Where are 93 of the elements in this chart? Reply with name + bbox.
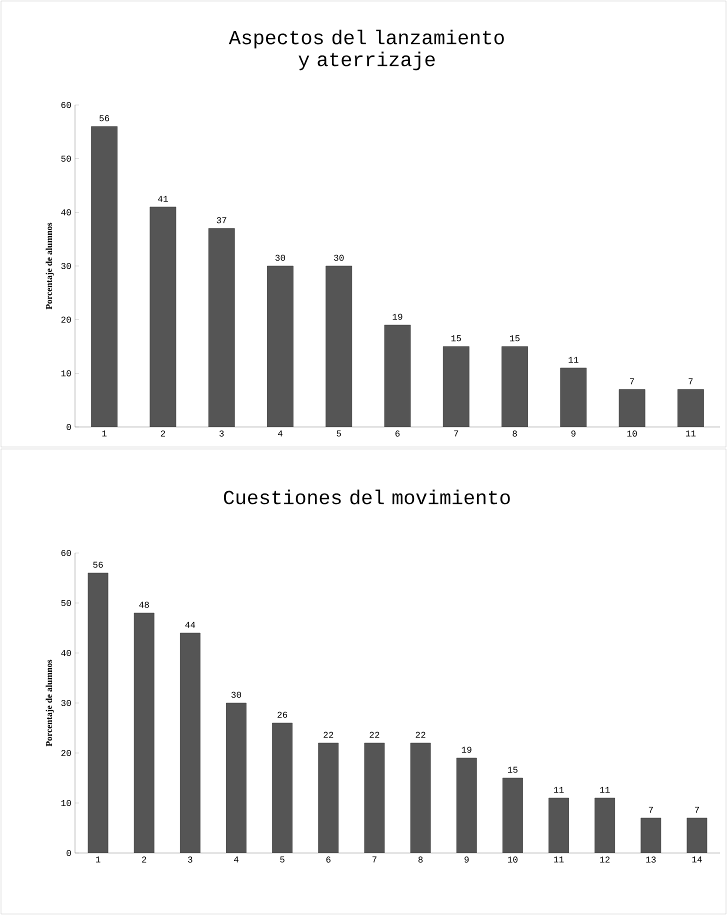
data-label: 7 — [648, 806, 653, 813]
data-label: 30 — [334, 254, 344, 261]
x-tick-label: 11 — [686, 430, 696, 436]
bar — [686, 818, 708, 853]
bar — [208, 228, 235, 427]
x-tick-label: 1 — [96, 856, 100, 862]
y-tick-label: 10 — [61, 800, 71, 806]
x-tick-label: 8 — [512, 430, 517, 437]
data-label: 7 — [694, 806, 699, 813]
data-label: 15 — [510, 335, 520, 342]
bar — [384, 324, 411, 427]
x-tick-label: 2 — [160, 430, 166, 437]
data-label: 11 — [600, 786, 610, 793]
data-label: 22 — [370, 732, 380, 738]
x-tick-label: 4 — [278, 430, 282, 436]
y-tick-label: 40 — [61, 650, 71, 656]
bar — [640, 818, 662, 853]
x-tick-label: 6 — [326, 856, 331, 863]
bar — [548, 798, 569, 853]
x-tick-label: 3 — [219, 430, 224, 437]
data-label: 11 — [568, 356, 578, 363]
x-tick-label: 1 — [102, 430, 107, 436]
data-label: 7 — [688, 378, 693, 384]
data-label: 19 — [462, 746, 472, 753]
y-tick-label: 60 — [61, 102, 71, 108]
data-label: 15 — [508, 766, 518, 773]
data-label: 56 — [100, 115, 110, 122]
x-tick-label: 12 — [600, 856, 610, 863]
x-tick-label: 2 — [142, 856, 146, 863]
y-tick-label: 0 — [66, 424, 71, 430]
y-tick-label: 0 — [66, 850, 71, 856]
bar — [502, 778, 523, 853]
y-tick-label: 20 — [61, 316, 71, 323]
x-tick-label: 7 — [454, 430, 458, 436]
data-label: 30 — [231, 692, 242, 698]
bar — [560, 368, 587, 427]
y-tick-label: 20 — [61, 750, 71, 756]
x-tick-label: 5 — [336, 430, 341, 437]
bar — [502, 346, 528, 427]
y-tick-label: 30 — [61, 700, 71, 706]
y-tick-label: 50 — [61, 600, 71, 606]
data-label: 37 — [216, 217, 226, 224]
x-tick-label: 13 — [646, 856, 656, 863]
bar — [456, 758, 477, 853]
data-label: 22 — [324, 732, 334, 738]
data-label: 22 — [416, 732, 426, 738]
bar — [226, 702, 246, 853]
bar — [180, 632, 200, 853]
y-axis-title: Porcentaje de alumnos — [46, 660, 54, 746]
x-tick-label: 14 — [692, 856, 702, 862]
y-axis-title: Porcentaje de alumnos — [46, 222, 54, 310]
y-tick-label: 30 — [61, 262, 71, 270]
chart-title: Cuestiones del movimiento — [224, 490, 510, 504]
x-tick-label: 4 — [234, 856, 238, 862]
x-tick-label: 3 — [188, 856, 192, 863]
bar — [88, 572, 108, 853]
bar — [410, 742, 431, 853]
y-tick-label: 10 — [61, 370, 71, 376]
x-tick-label: 9 — [464, 856, 469, 863]
data-label: 7 — [630, 378, 634, 384]
data-label: 15 — [451, 335, 461, 342]
bar — [267, 266, 294, 427]
chart-title: Aspectos del lanzamiento y aterrizaje — [228, 30, 504, 70]
bar — [134, 612, 154, 853]
data-label: 11 — [554, 786, 564, 793]
data-label: 44 — [185, 622, 196, 628]
x-tick-label: 10 — [627, 430, 637, 437]
bar — [618, 389, 646, 427]
bar — [326, 266, 352, 427]
bar — [318, 742, 339, 853]
data-label: 48 — [139, 602, 149, 608]
bar — [91, 126, 118, 427]
bar — [442, 346, 470, 427]
x-tick-label: 7 — [372, 856, 376, 862]
data-label: 41 — [158, 196, 168, 202]
x-tick-label: 6 — [395, 430, 400, 437]
x-tick-label: 10 — [508, 856, 518, 863]
bar — [364, 742, 385, 853]
data-label: 30 — [275, 254, 286, 261]
y-tick-label: 50 — [61, 156, 71, 162]
data-label: 19 — [392, 314, 402, 320]
x-tick-label: 5 — [280, 856, 284, 863]
x-tick-label: 9 — [571, 430, 576, 437]
bar — [594, 798, 616, 853]
data-label: 56 — [93, 562, 103, 568]
x-tick-label: 11 — [554, 856, 564, 862]
y-tick-label: 60 — [61, 550, 71, 556]
x-tick-label: 8 — [418, 856, 423, 863]
bar — [272, 722, 293, 853]
y-tick-label: 40 — [61, 209, 71, 216]
data-label: 26 — [278, 712, 288, 718]
bar — [150, 206, 176, 427]
bar — [677, 389, 704, 427]
